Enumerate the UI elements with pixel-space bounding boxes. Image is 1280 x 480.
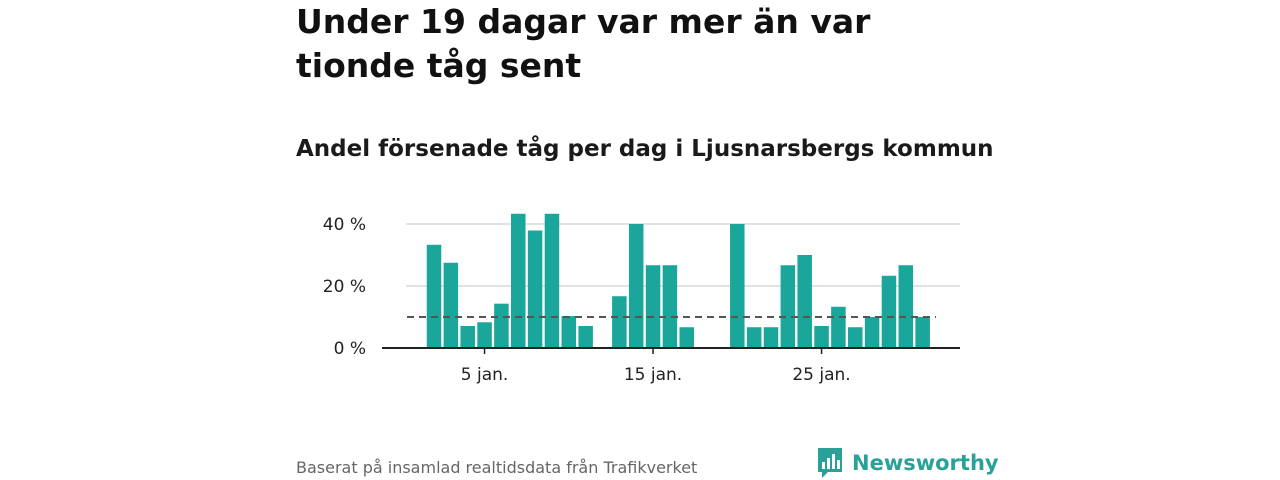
bar (797, 255, 812, 348)
chart-subtitle: Andel försenade tåg per dag i Ljusnarsbe… (296, 136, 994, 162)
bar (511, 213, 526, 348)
bar (848, 327, 863, 348)
bar (612, 296, 627, 348)
bar (477, 322, 492, 348)
bar (831, 306, 846, 348)
bar (544, 213, 560, 348)
bar (730, 224, 745, 348)
bar (881, 275, 897, 348)
bar (746, 327, 762, 348)
y-tick-label: 0 % (334, 339, 366, 359)
bar (494, 303, 509, 348)
bar (527, 230, 543, 348)
bar (915, 317, 930, 348)
bar (898, 265, 914, 348)
x-tick-label: 25 jan. (792, 365, 850, 385)
bar (814, 325, 829, 348)
brand-name: Newsworthy (852, 451, 999, 475)
x-tick-label: 5 jan. (461, 365, 509, 385)
bar (460, 325, 475, 348)
bar (679, 327, 694, 348)
y-tick-label: 40 % (323, 215, 366, 235)
x-tick-label: 15 jan. (624, 365, 682, 385)
bar (578, 325, 593, 348)
bar (645, 265, 661, 348)
bar (426, 244, 442, 348)
bar (628, 224, 644, 348)
bar (443, 262, 459, 348)
bar (561, 316, 577, 348)
brand-logo: Newsworthy (816, 446, 999, 480)
chart-title: Under 19 dagar var mer än var tionde tåg… (296, 2, 871, 85)
bar (864, 317, 880, 348)
bar (763, 327, 779, 348)
source-note: Baserat på insamlad realtidsdata från Tr… (296, 458, 698, 477)
bar (780, 265, 796, 348)
bar (662, 265, 678, 348)
bar-chart-speech-bubble-icon (818, 448, 842, 478)
y-tick-label: 20 % (323, 277, 366, 297)
